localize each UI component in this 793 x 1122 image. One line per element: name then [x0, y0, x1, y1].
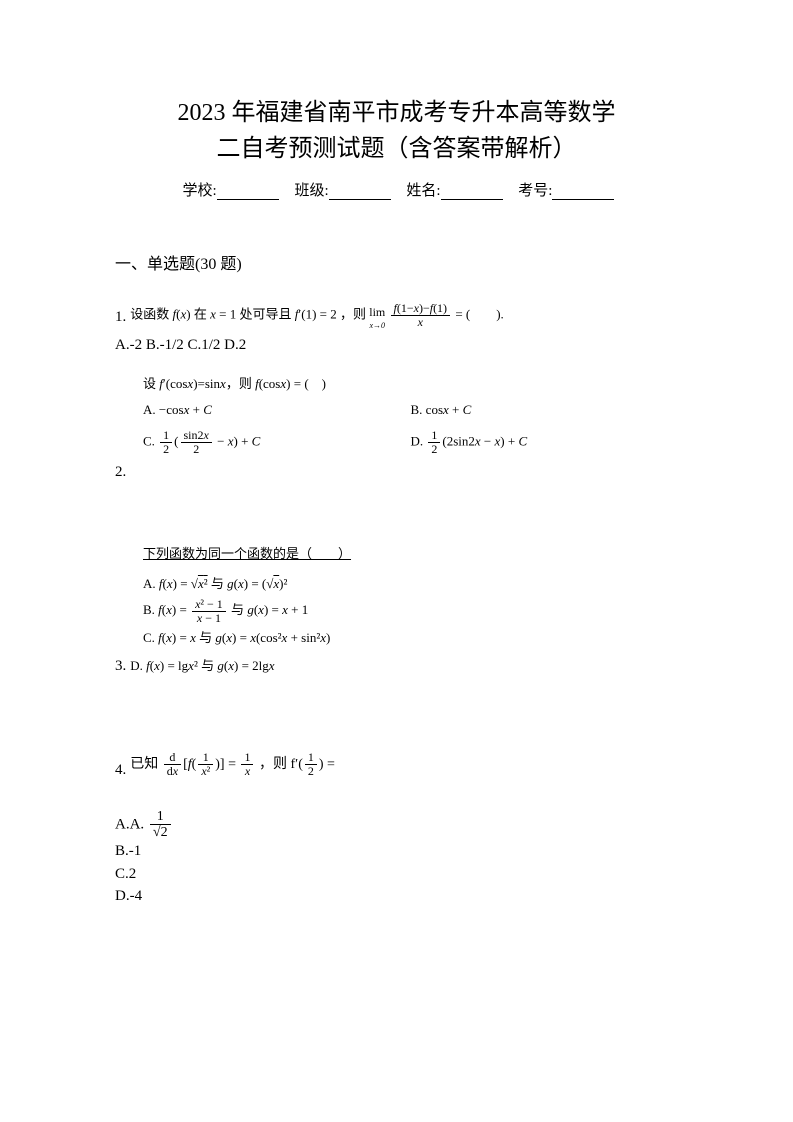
id-blank [552, 184, 614, 200]
q4-stem: 已知 ddx[f(1x²)] = 1x ，则 f′(12) = [130, 751, 335, 778]
q1-mid2: 处可导且 [236, 307, 295, 322]
q2-option-a: A. −cosx + C [143, 398, 411, 423]
q2-option-c: C. 12(sin2x2 − x) + C [143, 429, 411, 456]
q4-option-c: C.2 [115, 863, 678, 886]
q4-stem-mid: ，则 f′( [255, 757, 302, 772]
school-blank [217, 184, 279, 200]
q4-opta-pre: A.A. [115, 816, 148, 832]
q3-option-a: A. f(x) = √x² 与 g(x) = (√x)² [143, 571, 678, 597]
question-1: 1. 设函数 f(x) 在 x = 1 处可导且 f′(1) = 2 ，则 li… [115, 302, 678, 357]
q4-option-b: B.-1 [115, 840, 678, 863]
id-label: 考号: [518, 183, 552, 199]
q1-answers: A.-2 B.-1/2 C.1/2 D.2 [115, 333, 678, 357]
question-2: 设 f′(cosx)=sinx，则 f(cosx) = ( ) A. −cosx… [143, 373, 678, 462]
question-3: 下列函数为同一个函数的是（ ） A. f(x) = √x² 与 g(x) = (… [143, 541, 678, 681]
school-label: 学校: [183, 183, 217, 199]
class-label: 班级: [294, 183, 328, 199]
q1-mid3: ，则 [337, 307, 366, 322]
q1-prefix: 设函数 [130, 307, 172, 322]
q1-number: 1. [115, 305, 126, 329]
q2-stem-prefix: 设 [143, 376, 159, 391]
q4-stem-pre: 已知 [130, 757, 162, 772]
q3-option-d-line: 3.D. f(x) = lgx² 与 g(x) = 2lgx [143, 651, 678, 681]
section-1-heading: 一、单选题(30 题) [115, 250, 678, 274]
q1-end: = ( ). [455, 307, 504, 322]
title-line-1: 2023 年福建省南平市成考专升本高等数学 [115, 95, 678, 131]
q2-option-b: B. cosx + C [411, 398, 679, 423]
q3-stem: 下列函数为同一个函数的是（ ） [143, 541, 678, 567]
q1-mid1: 在 [191, 307, 211, 322]
q2-stem-mid2: ，则 [226, 376, 255, 391]
question-4: 4. 已知 ddx[f(1x²)] = 1x ，则 f′(12) = A.A. … [115, 751, 678, 908]
q2-number: 2. [115, 464, 678, 481]
q2-option-d: D. 12(2sin2x − x) + C [411, 429, 679, 456]
q4-number: 4. [115, 762, 126, 779]
name-blank [441, 184, 503, 200]
q3-option-c: C. f(x) = x 与 g(x) = x(cos²x + sin²x) [143, 625, 678, 651]
class-blank [329, 184, 391, 200]
q3-option-b: B. f(x) = x² − 1x − 1 与 g(x) = x + 1 [143, 597, 678, 625]
title-line-2: 二自考预测试题（含答案带解析） [115, 131, 678, 167]
student-info-line: 学校: 班级: 姓名: 考号: [115, 179, 678, 200]
q1-stem: 设函数 f(x) 在 x = 1 处可导且 f′(1) = 2 ，则 limx→… [130, 302, 504, 329]
q4-option-d: D.-4 [115, 885, 678, 908]
q4-option-a: A.A. 1√2 [115, 809, 678, 841]
q3-number: 3. [115, 658, 126, 674]
q2-stem: 设 f′(cosx)=sinx，则 f(cosx) = ( ) [143, 373, 678, 392]
name-label: 姓名: [406, 183, 440, 199]
q4-answers: A.A. 1√2 B.-1 C.2 D.-4 [115, 809, 678, 908]
